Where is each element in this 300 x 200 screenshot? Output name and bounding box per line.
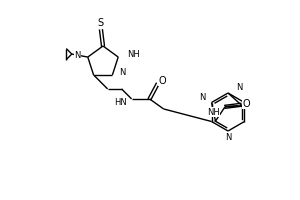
Text: N: N	[74, 51, 81, 60]
Text: N: N	[199, 93, 206, 102]
Text: O: O	[159, 76, 167, 86]
Text: NH: NH	[207, 108, 220, 117]
Text: O: O	[242, 99, 250, 109]
Text: NH: NH	[127, 50, 140, 59]
Text: N: N	[225, 134, 231, 142]
Text: N: N	[119, 68, 126, 77]
Text: N: N	[236, 84, 242, 92]
Text: S: S	[97, 18, 103, 28]
Text: HN: HN	[114, 98, 127, 107]
